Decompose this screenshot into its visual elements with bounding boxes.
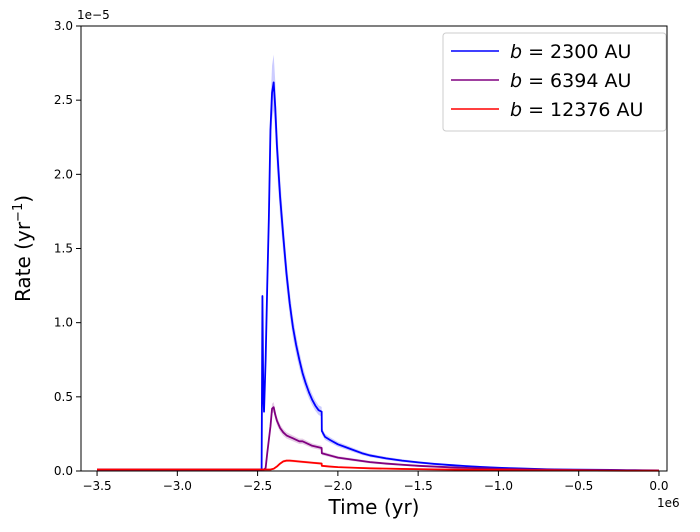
y-axis-label-superscript: −1: [11, 203, 26, 222]
y-tick-label: 2.0: [54, 167, 73, 181]
y-axis-offset-text: 1e−5: [77, 8, 110, 22]
series-line: [97, 459, 659, 472]
y-axis-label: Rate (yr−1): [11, 195, 35, 302]
x-axis-label: Time (yr): [328, 495, 420, 519]
series-line: [97, 406, 659, 472]
x-tick-label: 0.0: [649, 479, 668, 493]
legend-label-variable: b: [510, 41, 522, 63]
y-axis-label-main: Rate (yr: [11, 221, 35, 302]
y-axis-label-close: ): [11, 195, 35, 203]
y-tick-label: 1.5: [54, 242, 73, 256]
x-tick-label: −2.5: [243, 479, 272, 493]
y-tick-label: 0.5: [54, 390, 73, 404]
x-tick-label: −1.5: [404, 479, 433, 493]
legend-label-value: = 12376 AU: [522, 99, 643, 121]
legend-label: b = 6394 AU: [510, 70, 631, 92]
legend-label: b = 12376 AU: [510, 99, 643, 121]
y-tick-label: 3.0: [54, 19, 73, 33]
x-tick-label: −3.5: [82, 479, 111, 493]
y-axis: 0.0 0.5 1.0 1.5 2.0 2.5 3.0: [54, 19, 81, 478]
legend-label-value: = 6394 AU: [522, 70, 631, 92]
x-tick-label: −2.0: [323, 479, 352, 493]
legend-box: [442, 32, 667, 132]
legend-label-value: = 2300 AU: [522, 41, 631, 63]
legend-label-variable: b: [510, 99, 522, 121]
x-tick-label: −3.0: [163, 479, 192, 493]
y-tick-label: 2.5: [54, 93, 73, 107]
x-axis: −3.5 −3.0 −2.5 −2.0 −1.5 −1.0 −0.5 0.0: [82, 471, 669, 493]
y-tick-label: 0.0: [54, 464, 73, 478]
x-tick-label: −1.0: [484, 479, 513, 493]
legend-label: b = 2300 AU: [510, 41, 631, 63]
series-lines: [97, 81, 659, 472]
legend: b = 2300 AUb = 6394 AUb = 12376 AU: [442, 32, 667, 132]
x-axis-offset-text: 1e6: [657, 496, 680, 510]
y-tick-label: 1.0: [54, 316, 73, 330]
legend-label-variable: b: [510, 70, 522, 92]
x-tick-label: −0.5: [564, 479, 593, 493]
legend-items: b = 2300 AUb = 6394 AUb = 12376 AU: [451, 41, 643, 121]
